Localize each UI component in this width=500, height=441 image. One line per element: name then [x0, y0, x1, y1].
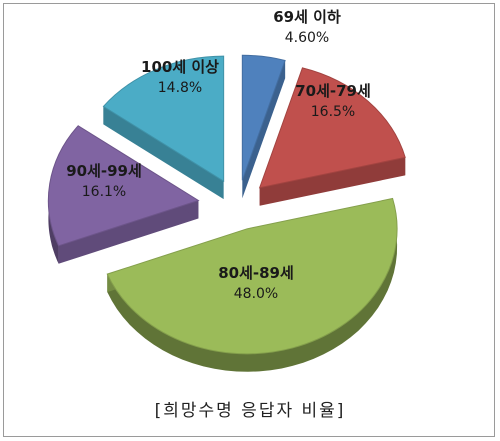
pie-slice-2	[258, 67, 406, 206]
pie-slice-wall	[259, 157, 406, 206]
pie-slice-top	[258, 67, 406, 189]
chart-border	[3, 3, 495, 437]
slice-value-label: 16.1%	[82, 184, 126, 200]
pie-slice-5	[102, 55, 225, 200]
pie-slice-top	[102, 55, 225, 183]
pie-slice-wall	[58, 200, 199, 264]
pie-slice-top	[241, 54, 286, 181]
slice-label: 100세 이상	[141, 58, 219, 76]
slice-value-label: 4.60%	[285, 30, 329, 46]
pie-slice-top	[47, 125, 200, 247]
pie-slice-wall	[242, 60, 286, 199]
pie-slice-4	[47, 125, 200, 264]
pie-slice-top	[106, 197, 398, 355]
pie-slice-wall	[103, 106, 224, 200]
slice-label: 90세-99세	[66, 162, 142, 180]
slice-value-label: 14.8%	[158, 80, 202, 96]
slice-label: 69세 이하	[273, 8, 341, 26]
pie-slice-1	[241, 54, 286, 199]
slice-value-label: 16.5%	[311, 104, 355, 120]
chart-caption: [희망수명 응답자 비율]	[154, 401, 346, 421]
pie-slice-3	[106, 197, 398, 372]
slice-value-label: 48.0%	[234, 286, 278, 302]
slice-label: 80세-89세	[218, 264, 294, 282]
slice-label: 70세-79세	[295, 82, 371, 100]
